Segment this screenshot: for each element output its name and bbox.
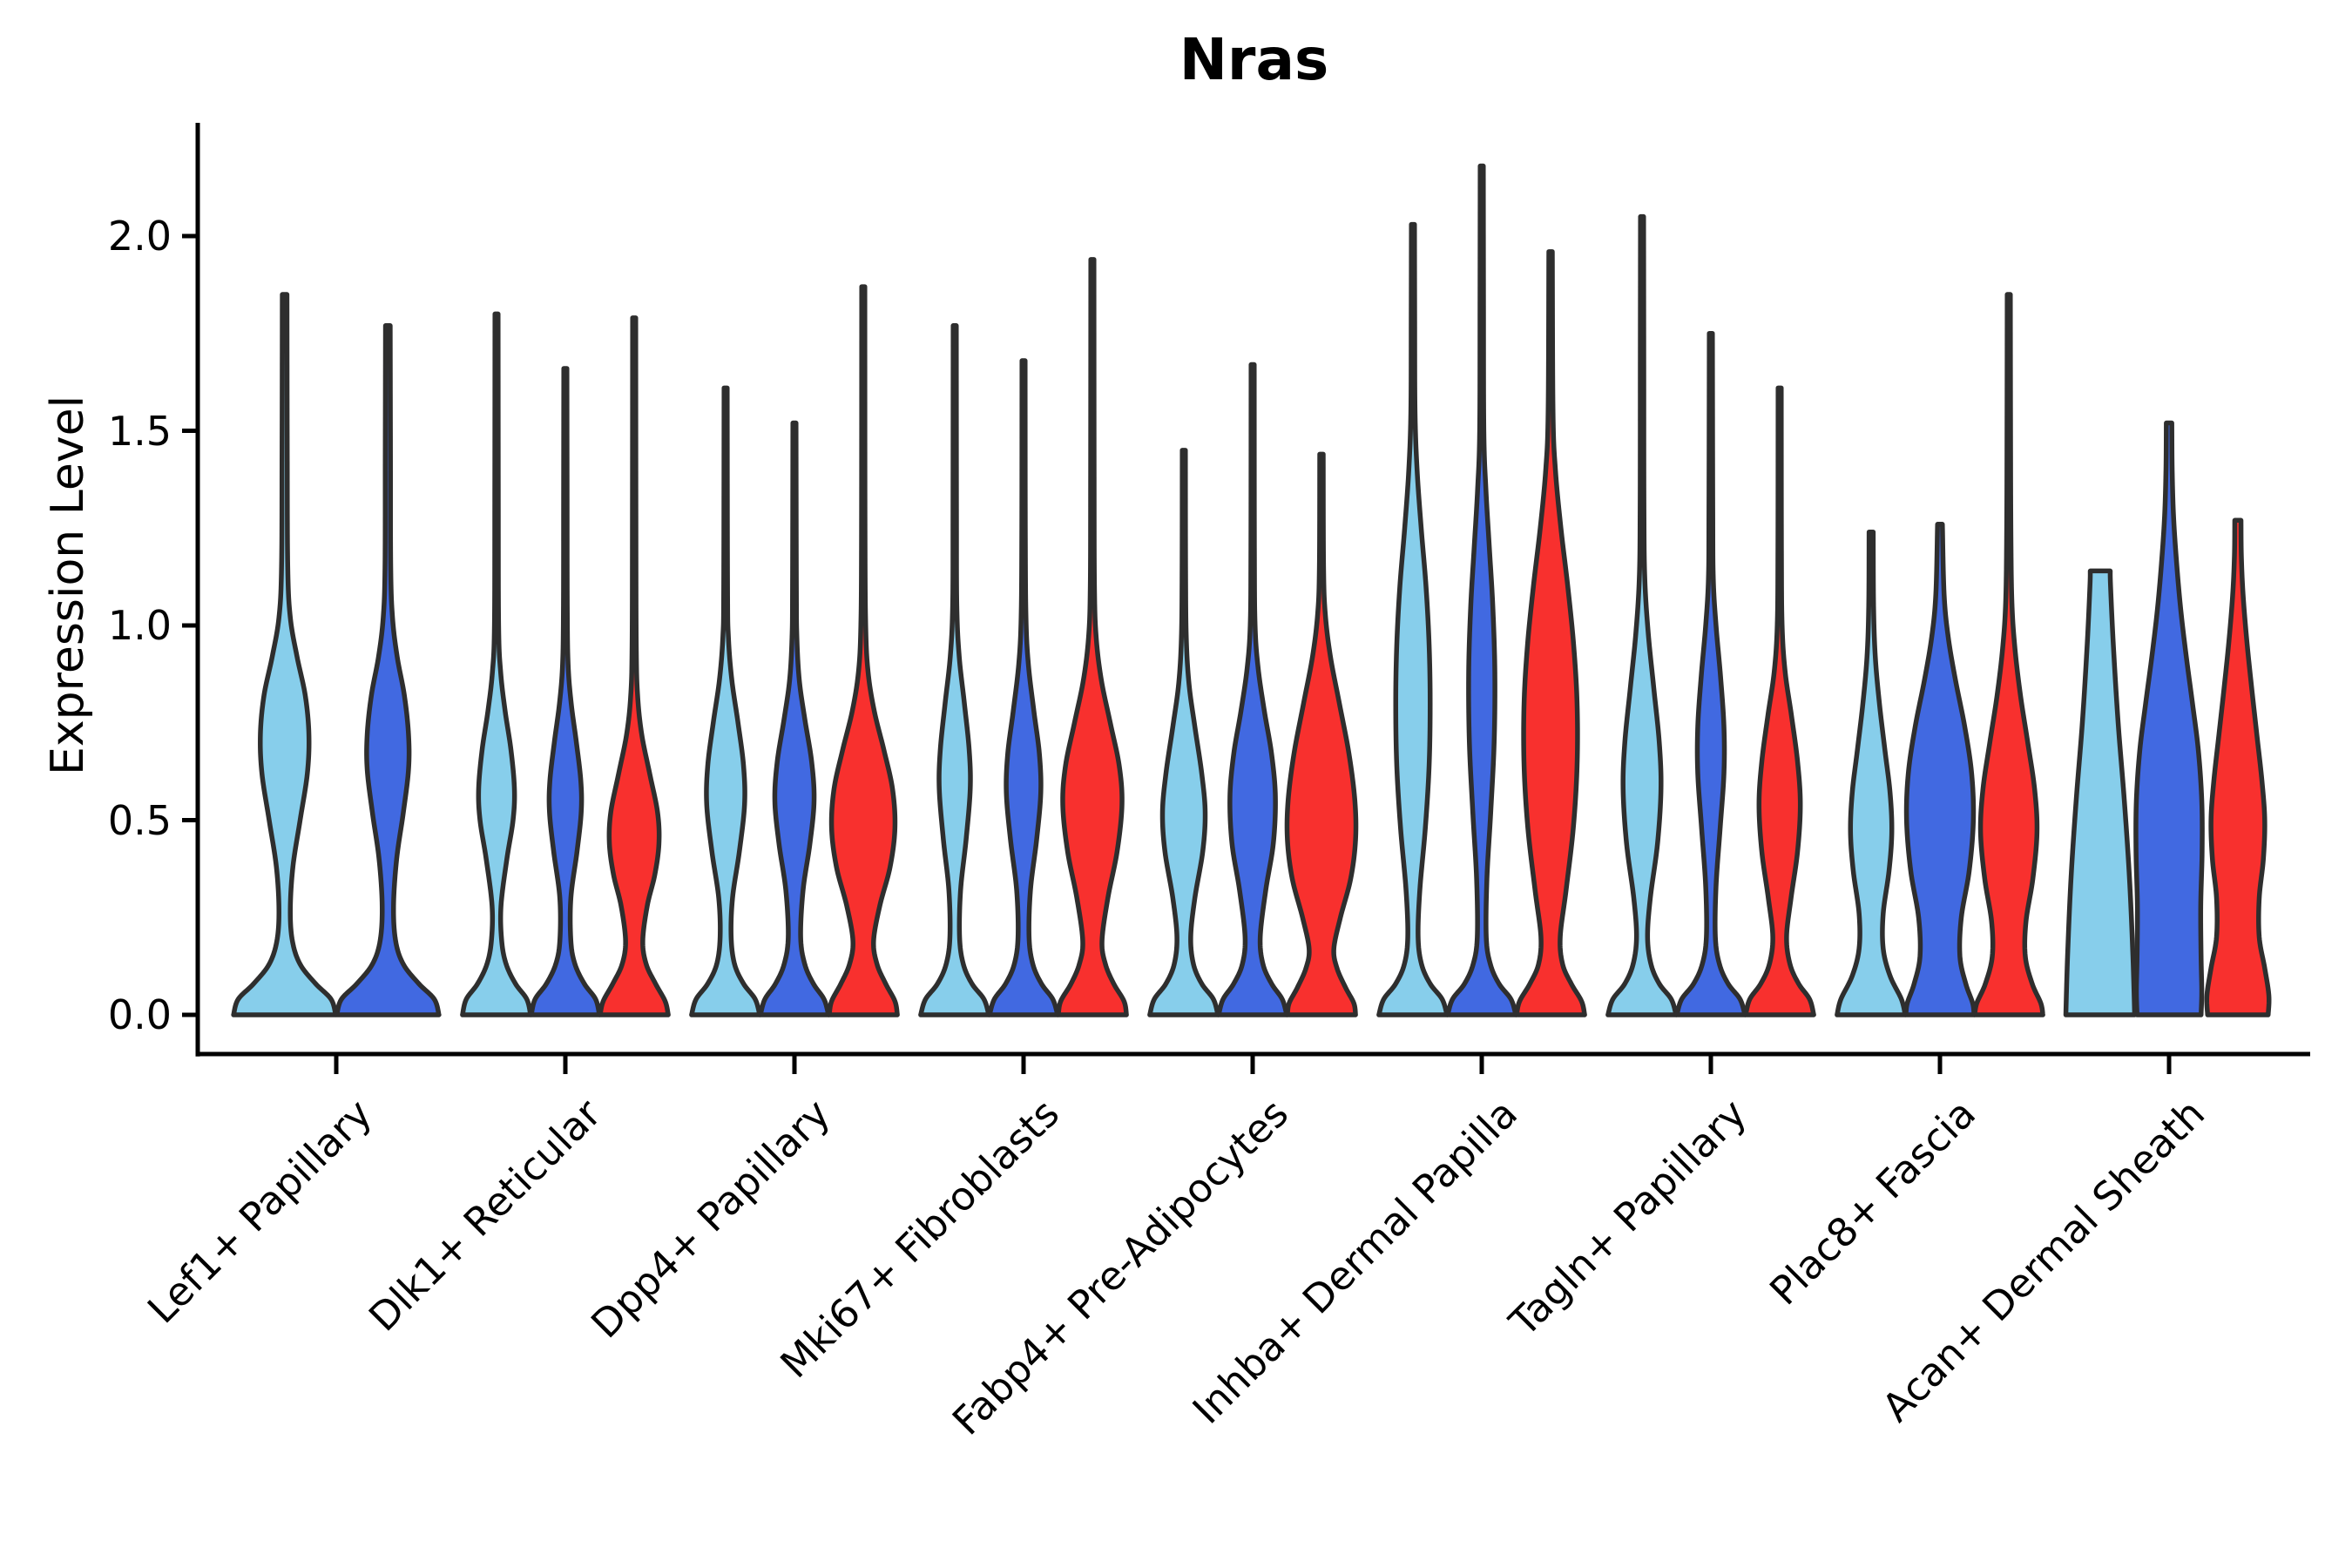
violin-dlk1-reticular-s3 xyxy=(598,315,671,1017)
x-tick-label-acan-dermal-sheath: Acan+ Dermal Sheath xyxy=(1873,1091,2352,1431)
violin-dpp4-papillary-s3 xyxy=(827,284,900,1017)
violin-acan-dermal-sheath-s1 xyxy=(2063,568,2138,1017)
violin-fabp4-pre-adipocytes-s2 xyxy=(1216,362,1289,1017)
violin-plac8-fascia-s2 xyxy=(1903,522,1977,1017)
violin-dlk1-reticular-s1 xyxy=(460,311,533,1017)
violin-inhba-dermal-papilla-s2 xyxy=(1445,163,1518,1017)
violin-dpp4-papillary-s1 xyxy=(689,385,762,1017)
y-tick-label: 2.0 xyxy=(107,213,172,260)
y-tick-label: 0.0 xyxy=(107,991,172,1038)
violin-tagln-papillary-s3 xyxy=(1743,385,1816,1017)
y-tick-label: 0.5 xyxy=(107,796,172,844)
violin-mki67-fibroblasts-s1 xyxy=(918,323,991,1017)
violin-inhba-dermal-papilla-s3 xyxy=(1514,249,1587,1017)
violin-plac8-fascia-s1 xyxy=(1835,529,1908,1017)
violin-fabp4-pre-adipocytes-s1 xyxy=(1147,448,1220,1017)
violin-lef1-papillary-s2 xyxy=(334,323,442,1017)
violin-lef1-papillary-s1 xyxy=(231,292,339,1017)
y-tick-label: 1.5 xyxy=(107,407,172,455)
violin-mki67-fibroblasts-s3 xyxy=(1056,257,1129,1017)
violin-dlk1-reticular-s2 xyxy=(529,366,602,1017)
violin-mki67-fibroblasts-s2 xyxy=(987,358,1060,1017)
violin-acan-dermal-sheath-s2 xyxy=(2133,420,2205,1017)
violin-plac8-fascia-s3 xyxy=(1972,292,2045,1017)
violin-acan-dermal-sheath-s3 xyxy=(2204,517,2272,1017)
violin-inhba-dermal-papilla-s1 xyxy=(1376,221,1450,1017)
violin-dpp4-papillary-s2 xyxy=(758,420,831,1017)
violin-fabp4-pre-adipocytes-s3 xyxy=(1284,451,1359,1017)
y-tick-label: 1.0 xyxy=(107,602,172,649)
violin-tagln-papillary-s1 xyxy=(1605,213,1679,1017)
violin-tagln-papillary-s2 xyxy=(1674,331,1747,1017)
plot-title: Nras xyxy=(1179,26,1329,93)
